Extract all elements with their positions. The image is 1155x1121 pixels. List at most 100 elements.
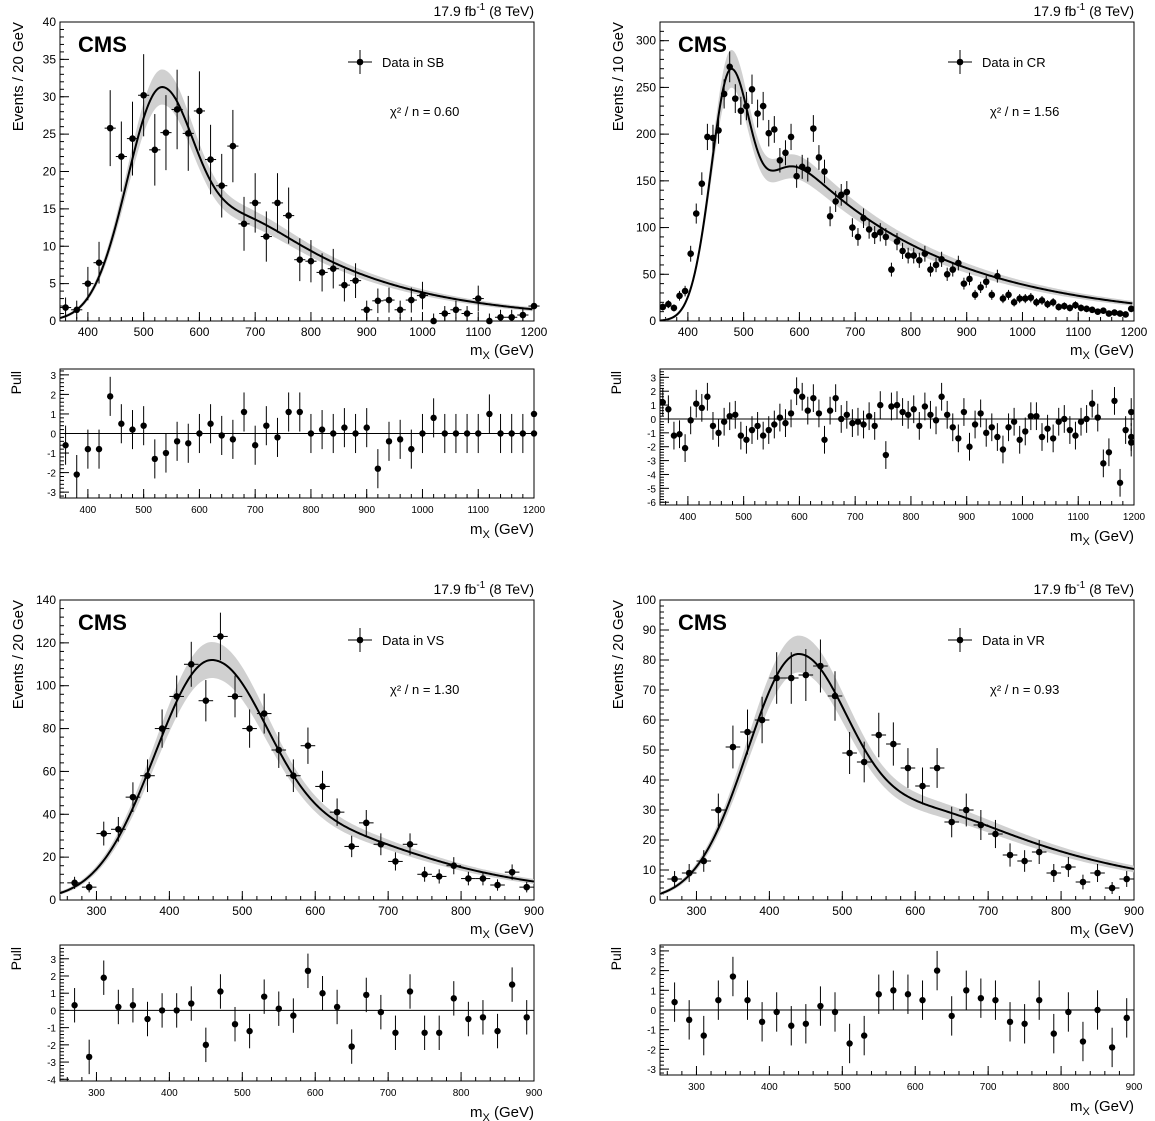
panel-sb-data-point [372, 288, 384, 314]
panel-vr-pull-y-tick-label: 1 [650, 986, 656, 997]
panel-vs-data-marker [494, 881, 501, 889]
panel-vr-chi2-label: χ² / n = 0.93 [990, 682, 1059, 697]
panel-cr-xlabel: mX (GeV) [1070, 342, 1134, 362]
panel-cr-data-marker [1049, 299, 1057, 306]
panel-cr-data-marker [921, 250, 929, 258]
panel-cr-pull-point [1010, 407, 1018, 436]
panel-vr-data-marker [919, 782, 926, 790]
panel-cr-pull-point [1072, 421, 1079, 450]
panel-cr-data-marker [893, 238, 901, 245]
panel-cr-data-point [715, 117, 722, 144]
panel-vs-pull-marker [319, 990, 326, 997]
panel-vs-main-x-tick-label: 300 [86, 904, 106, 918]
panel-cr-data-point [787, 123, 795, 151]
panel-cr-pull-point [804, 396, 811, 425]
panel-vs-pull-marker [406, 988, 414, 995]
panel-sb-pull-point [196, 413, 203, 454]
panel-sb-pull-marker [218, 432, 225, 439]
panel-sb-pull-x-tick-label: 1000 [411, 505, 434, 516]
panel-cr-data-marker [955, 259, 962, 267]
panel-sb-main-y-tick-label: 30 [43, 90, 57, 104]
panel-sb-pull-marker [385, 438, 393, 445]
panel-vs-pull-point [333, 989, 341, 1025]
panel-vr-data-point [754, 696, 770, 744]
panel-vr-fit-uncertainty-band [660, 635, 1134, 896]
panel-sb-data-point [416, 281, 429, 310]
panel-sb-main-y-tick-label: 20 [43, 165, 57, 179]
panel-cr-pull-marker [670, 432, 678, 439]
panel-cr-data-marker [988, 291, 996, 299]
panel-sb-pull-marker [173, 438, 181, 445]
panel-sb-data-marker [73, 306, 81, 314]
panel-vs-pull-point [465, 1001, 472, 1037]
panel-cr-pull-point [916, 412, 923, 440]
panel-vr-pull-marker [919, 996, 926, 1004]
panel-cr-data-marker [720, 90, 728, 98]
panel-sb-main-x-tick-label: 900 [357, 325, 377, 339]
panel-sb-data-marker [463, 310, 471, 317]
panel-sb-data-point [71, 300, 83, 319]
panel-cr-pull-point [955, 424, 962, 453]
panel-sb-data-marker [352, 277, 359, 284]
panel-cr-pull-marker [854, 418, 862, 425]
panel-vs-pull-marker [508, 981, 516, 988]
panel-vr-data-marker [977, 821, 985, 829]
panel-sb-pull-marker [151, 455, 158, 463]
panel-cr-pull-frame [659, 368, 1135, 506]
panel-vr-pull-marker [1021, 1020, 1028, 1027]
panel-cr-main-y-tick-label: 250 [636, 80, 656, 94]
panel-vr-data-point [886, 722, 901, 766]
panel-vr-data-point [1075, 874, 1091, 890]
panel-vr-pull-point [1050, 1013, 1057, 1054]
panel-vr: 300 400 500 600 700 800 9000102030405060708090… [608, 580, 1144, 1118]
panel-sb-data-point [439, 306, 451, 321]
panel-vr-pull-marker [1065, 1008, 1072, 1016]
panel-vr-data-point [725, 725, 741, 769]
panel-cr-pull-point [748, 416, 756, 444]
panel-vr-data-point [842, 732, 857, 774]
panel-cr-data-point [955, 255, 962, 271]
panel-vs-pull-y-tick-label: -1 [47, 1024, 56, 1035]
panel-cr: 400 500 600 700 800 900 1000 1100 12000501001502… [608, 2, 1148, 548]
panel-sb-pull-x-tick-label: 700 [247, 505, 264, 516]
panel-cr-data-marker [999, 295, 1007, 302]
panel-sb-fit-uncertainty-band [60, 69, 533, 320]
panel-vr-data-marker [1094, 869, 1101, 877]
panel-cr-pull-point [854, 407, 862, 436]
panel-cr-pull-point [871, 412, 878, 440]
panel-vr-main-x-tick-label: 600 [905, 904, 925, 918]
panel-sb-pull-point [84, 429, 92, 469]
panel-sb-pull-point [441, 413, 448, 454]
panel-vs-pull-y-tick-label: 3 [50, 955, 56, 966]
panel-cr-pull-x-tick-label: 1200 [1123, 512, 1146, 523]
panel-vr-pull-point [773, 992, 780, 1032]
panel-cr-data-point [1122, 311, 1129, 318]
panel-vs-pull-marker [479, 1014, 487, 1021]
panel-sb-pull-marker [307, 430, 315, 437]
panel-vr-pull-marker [729, 973, 737, 980]
panel-sb-main-y-tick-label: 15 [43, 202, 57, 216]
panel-cr-data-marker [1088, 306, 1096, 314]
panel-vr-data-marker [802, 671, 810, 679]
panel-vs-data-point [256, 693, 272, 734]
panel-vs-data-point [67, 876, 82, 889]
panel-sb-pull-point [430, 398, 437, 438]
panel-sb-data-point [182, 95, 194, 171]
panel-cr-data-marker [1044, 300, 1051, 308]
panel-cr-pull-point [787, 399, 795, 428]
panel-vr-pull-point [685, 1000, 693, 1040]
panel-cr-pull-point [904, 400, 912, 429]
panel-cr-data-marker [1027, 294, 1035, 301]
panel-vr-pull-marker [802, 1020, 810, 1027]
panel-vr-ylabel: Events / 20 GeV [610, 600, 627, 709]
panel-cr-pull-point [715, 418, 722, 447]
panel-sb-data-marker [363, 306, 371, 314]
panel-cr-pull-marker [676, 431, 683, 438]
panel-cr-pull-x-tick-label: 700 [847, 512, 864, 523]
panel-vs-data-marker [348, 843, 355, 850]
panel-cr-pull-point [676, 420, 683, 449]
panel-vs-pull-frame [59, 944, 535, 1082]
panel-vr-pull-marker [817, 1002, 824, 1010]
panel-cr-pull-marker [1122, 426, 1129, 434]
panel-sb-main-y-tick-label: 40 [43, 15, 57, 29]
